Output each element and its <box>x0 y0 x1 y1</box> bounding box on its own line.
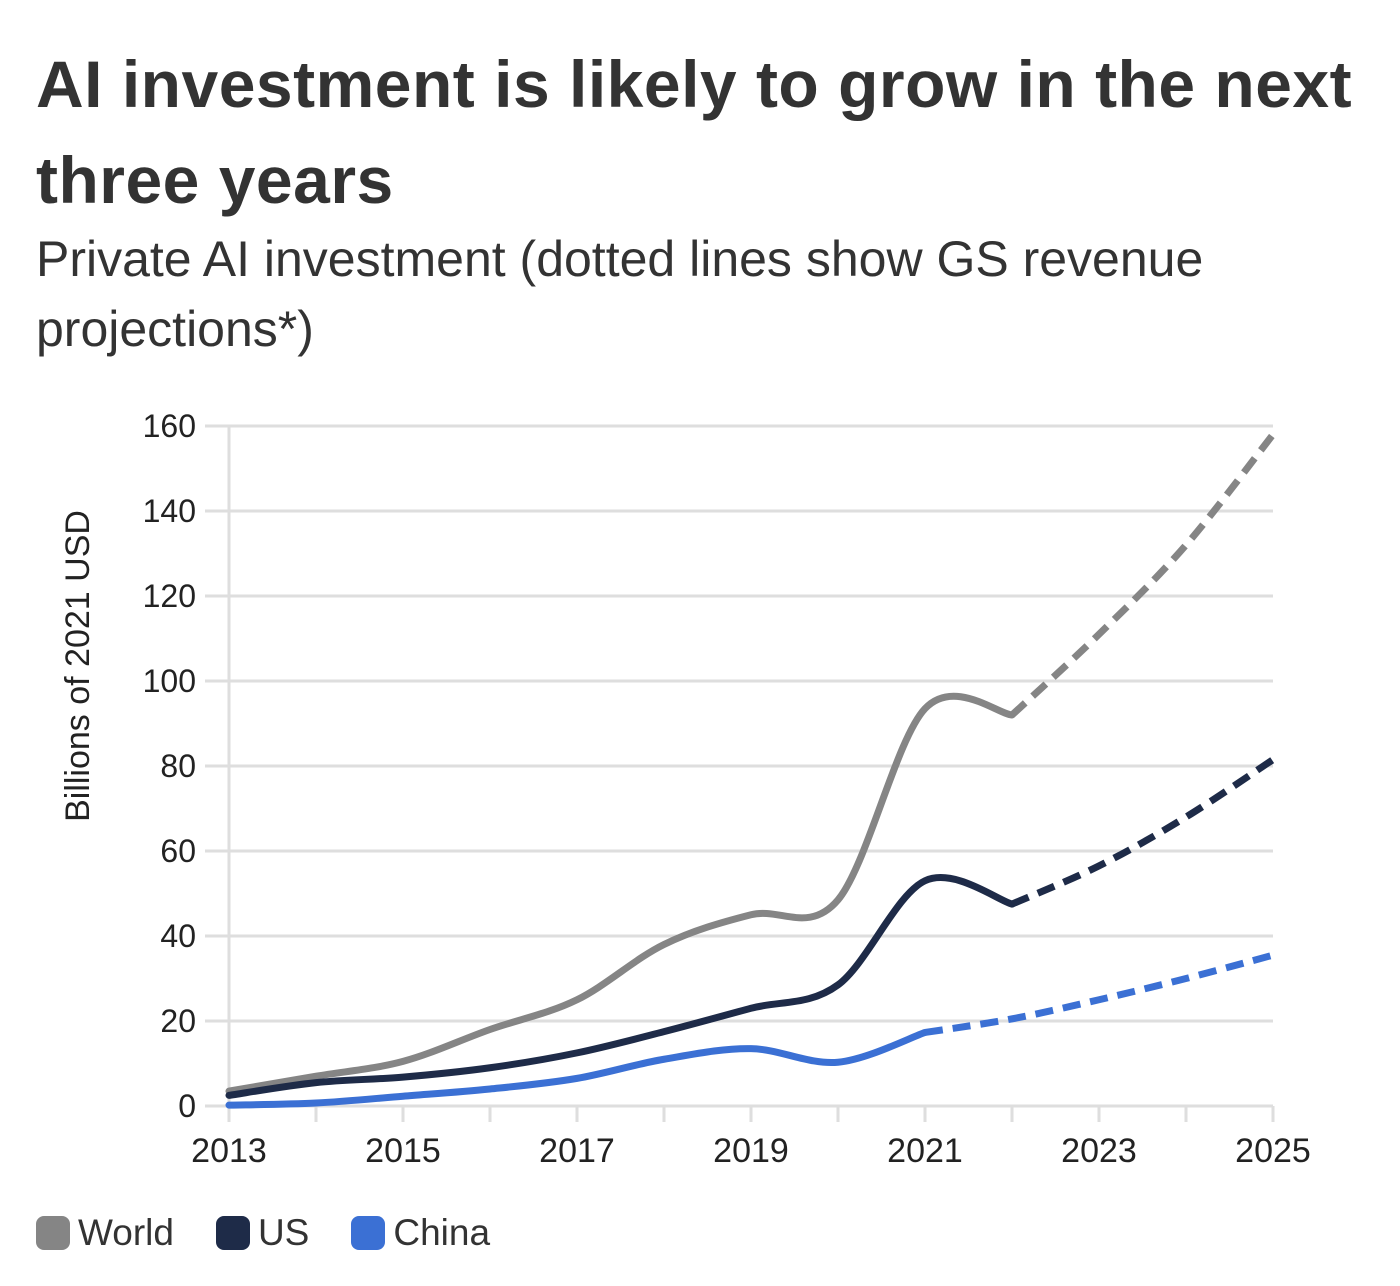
legend-label: US <box>257 1212 310 1253</box>
y-tick-label: 100 <box>143 663 196 699</box>
x-tick-label: 2021 <box>887 1132 963 1170</box>
y-tick-label: 60 <box>160 833 196 869</box>
series-projection-china <box>924 951 1274 1036</box>
series-line-china <box>225 1028 929 1109</box>
x-tick-label: 2023 <box>1061 1132 1137 1170</box>
y-tick-label: 20 <box>160 1003 196 1039</box>
x-tick-label: 2017 <box>539 1132 615 1170</box>
legend-item-us: US <box>215 1212 310 1254</box>
y-tick-label: 120 <box>143 578 196 614</box>
y-tick-label: 40 <box>160 918 196 954</box>
legend-swatch <box>215 1216 250 1250</box>
chart-subtitle: Private AI investment (dotted lines show… <box>36 231 1204 357</box>
legend-swatch <box>36 1216 70 1250</box>
legend-item-world: World <box>36 1212 174 1254</box>
series-line-world <box>225 692 1016 1095</box>
chart-title: AI investment is likely to grow in the n… <box>36 47 1353 217</box>
series-projection-world <box>1009 432 1276 718</box>
x-tick-label: 2015 <box>365 1132 441 1170</box>
y-tick-label: 0 <box>178 1088 196 1124</box>
x-tick-label: 2019 <box>713 1132 789 1170</box>
series-line-us <box>225 874 1016 1099</box>
y-tick-label: 160 <box>143 408 196 444</box>
legend-item-china: China <box>351 1212 490 1254</box>
legend-label: World <box>78 1212 174 1253</box>
series-projection-us <box>1010 756 1275 908</box>
legend-label: China <box>393 1212 491 1253</box>
x-tick-label: 2025 <box>1235 1132 1311 1170</box>
legend-swatch <box>351 1216 386 1250</box>
x-tick-label: 2013 <box>191 1132 267 1170</box>
y-tick-label: 80 <box>160 748 196 784</box>
y-axis-label: Billions of 2021 USD <box>59 510 97 822</box>
legend: World US China <box>36 1212 490 1254</box>
y-tick-label: 140 <box>143 493 196 529</box>
